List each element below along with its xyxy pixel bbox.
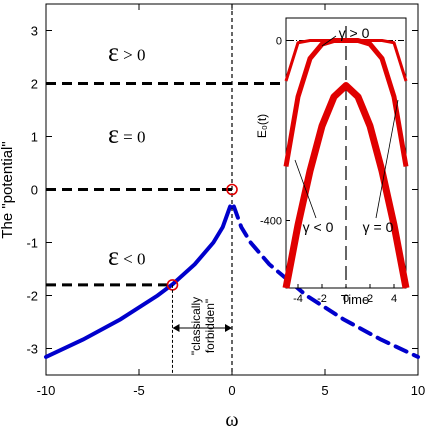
legend-pointer-gamma-positive [321,35,337,47]
inset-x-tick-label: 4 [391,293,397,305]
x-tick-label: 0 [228,383,235,398]
inset-x-tick-label: 2 [367,293,373,305]
y-tick-label: 3 [31,24,38,39]
legend-gamma-zero: γ = 0 [363,219,394,235]
potential-curve-solid [44,204,233,359]
y-tick-label: -1 [26,236,38,251]
inset-curve [282,82,410,289]
inset-y-tick-label: 0 [276,36,282,48]
forbidden-arrow-left [172,324,180,332]
y-axis-label: The "potential" [0,141,16,238]
turning-point-marker [226,183,238,196]
x-tick-label: -10 [37,383,56,398]
epsilon-symbol: ε [108,120,119,149]
x-tick-label: 5 [321,383,328,398]
inset-y-axis-label: E₀(t) [255,114,269,138]
forbidden-annotation-line2: forbidden" [203,299,217,353]
forbidden-arrow-right [225,324,232,332]
legend-gamma-negative: γ < 0 [303,219,334,235]
inset-x-tick-label: 0 [343,293,349,305]
energy-level-label: ε = 0 [108,120,146,149]
y-tick-label: 0 [31,183,38,198]
inset-x-tick-label: -4 [293,293,303,305]
energy-condition: = 0 [119,128,146,147]
energy-condition: < 0 [119,249,146,268]
inset-y-tick-label: -400 [260,216,282,228]
energy-level-label: ε < 0 [108,241,146,270]
energy-condition: > 0 [119,45,146,64]
y-tick-label: 2 [31,77,38,92]
epsilon-symbol: ε [108,241,119,270]
forbidden-annotation-line1: "classically [189,297,203,355]
x-tick-label: 10 [411,383,425,398]
y-tick-label: 1 [31,130,38,145]
x-tick-label: -5 [133,383,145,398]
legend-pointer-gamma-negative [294,159,317,219]
legend-pointer-gamma-zero [375,99,399,219]
epsilon-symbol: ε [108,37,119,66]
energy-level-label: ε > 0 [108,37,146,66]
y-tick-label: -2 [26,289,38,304]
y-tick-label: -3 [26,342,38,357]
legend-gamma-positive: γ > 0 [339,25,370,41]
inset-x-axis-label: Time [341,292,369,307]
inset-x-tick-label: -2 [317,293,327,305]
inset-curve [283,38,409,167]
x-axis-label: ω [225,409,238,431]
